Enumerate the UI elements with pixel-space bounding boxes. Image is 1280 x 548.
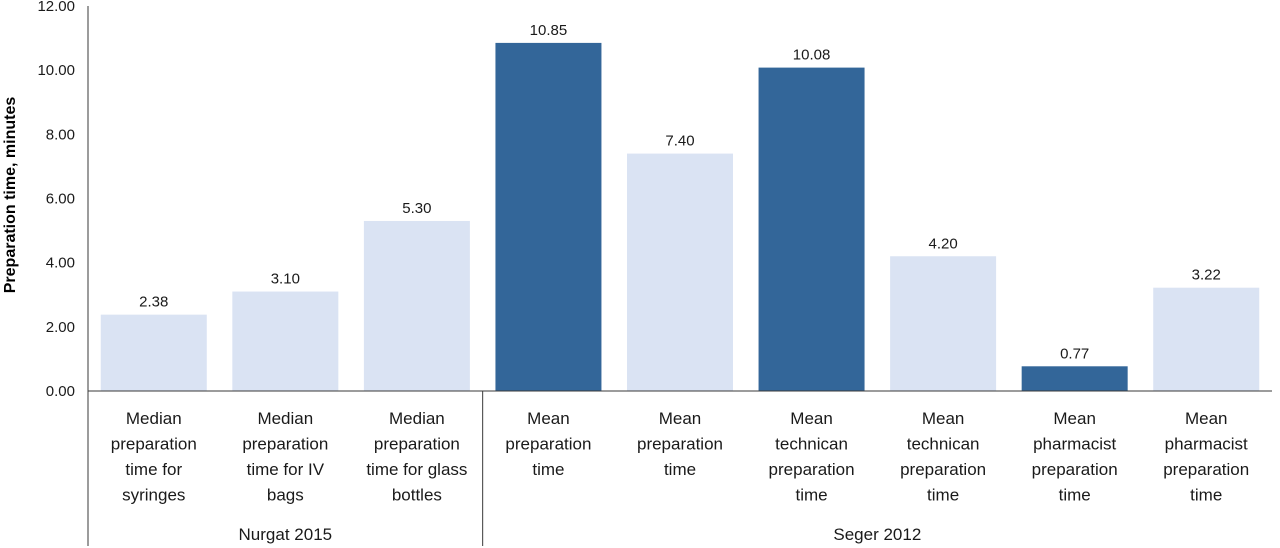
y-tick-label: 6.00	[46, 191, 75, 208]
bar	[758, 67, 865, 391]
category-label: Mean pharmacist preparation time	[1032, 409, 1118, 505]
category-label: Mean preparation time	[637, 409, 723, 479]
bar	[1021, 366, 1128, 391]
data-label: 10.85	[530, 22, 568, 39]
data-label: 10.08	[793, 47, 831, 64]
y-tick-label: 0.00	[46, 383, 75, 400]
category-label: Mean technican preparation time	[769, 409, 855, 505]
category-label: Mean technican preparation time	[900, 409, 986, 505]
data-label: 4.20	[929, 235, 958, 252]
group-label: Nurgat 2015	[239, 525, 333, 544]
data-label: 7.40	[665, 133, 694, 150]
y-tick-label: 2.00	[46, 319, 75, 336]
data-label: 5.30	[402, 200, 431, 217]
axes	[87, 6, 1272, 546]
bars	[100, 42, 1260, 391]
data-label: 0.77	[1060, 345, 1089, 362]
data-label: 3.22	[1192, 267, 1221, 284]
category-label: Median preparation time for IV bags	[242, 409, 328, 505]
bar	[890, 256, 997, 391]
data-label: 2.38	[139, 294, 168, 311]
category-label: Median preparation time for glass bottles	[366, 409, 467, 505]
bar	[1153, 287, 1260, 391]
category-label: Mean pharmacist preparation time	[1163, 409, 1249, 505]
y-axis-title: Preparation time, minutes	[2, 97, 19, 294]
category-label: Median preparation time for syringes	[111, 409, 197, 505]
y-tick-label: 10.00	[37, 62, 75, 79]
bar	[495, 42, 602, 391]
y-tick-label: 4.00	[46, 255, 75, 272]
group-label: Seger 2012	[833, 525, 921, 544]
data-labels: 2.38 3.10 5.30 10.85 7.40 10.08 4.20 0.77 3.22	[139, 22, 1221, 362]
category-label: Mean preparation time	[505, 409, 591, 479]
y-axis-ticks: 0.00 2.00 4.00 6.00 8.00 10.00 12.00	[37, 0, 75, 400]
group-labels: Nurgat 2015 Seger 2012	[239, 525, 922, 544]
bar	[627, 153, 733, 391]
data-label: 3.10	[271, 271, 300, 288]
category-labels: Median preparation time for syringes Median p…	[111, 409, 1249, 505]
y-tick-label: 8.00	[46, 126, 75, 143]
bar	[100, 314, 207, 391]
y-tick-label: 12.00	[37, 0, 75, 15]
bar	[363, 220, 470, 391]
bar	[232, 291, 339, 391]
